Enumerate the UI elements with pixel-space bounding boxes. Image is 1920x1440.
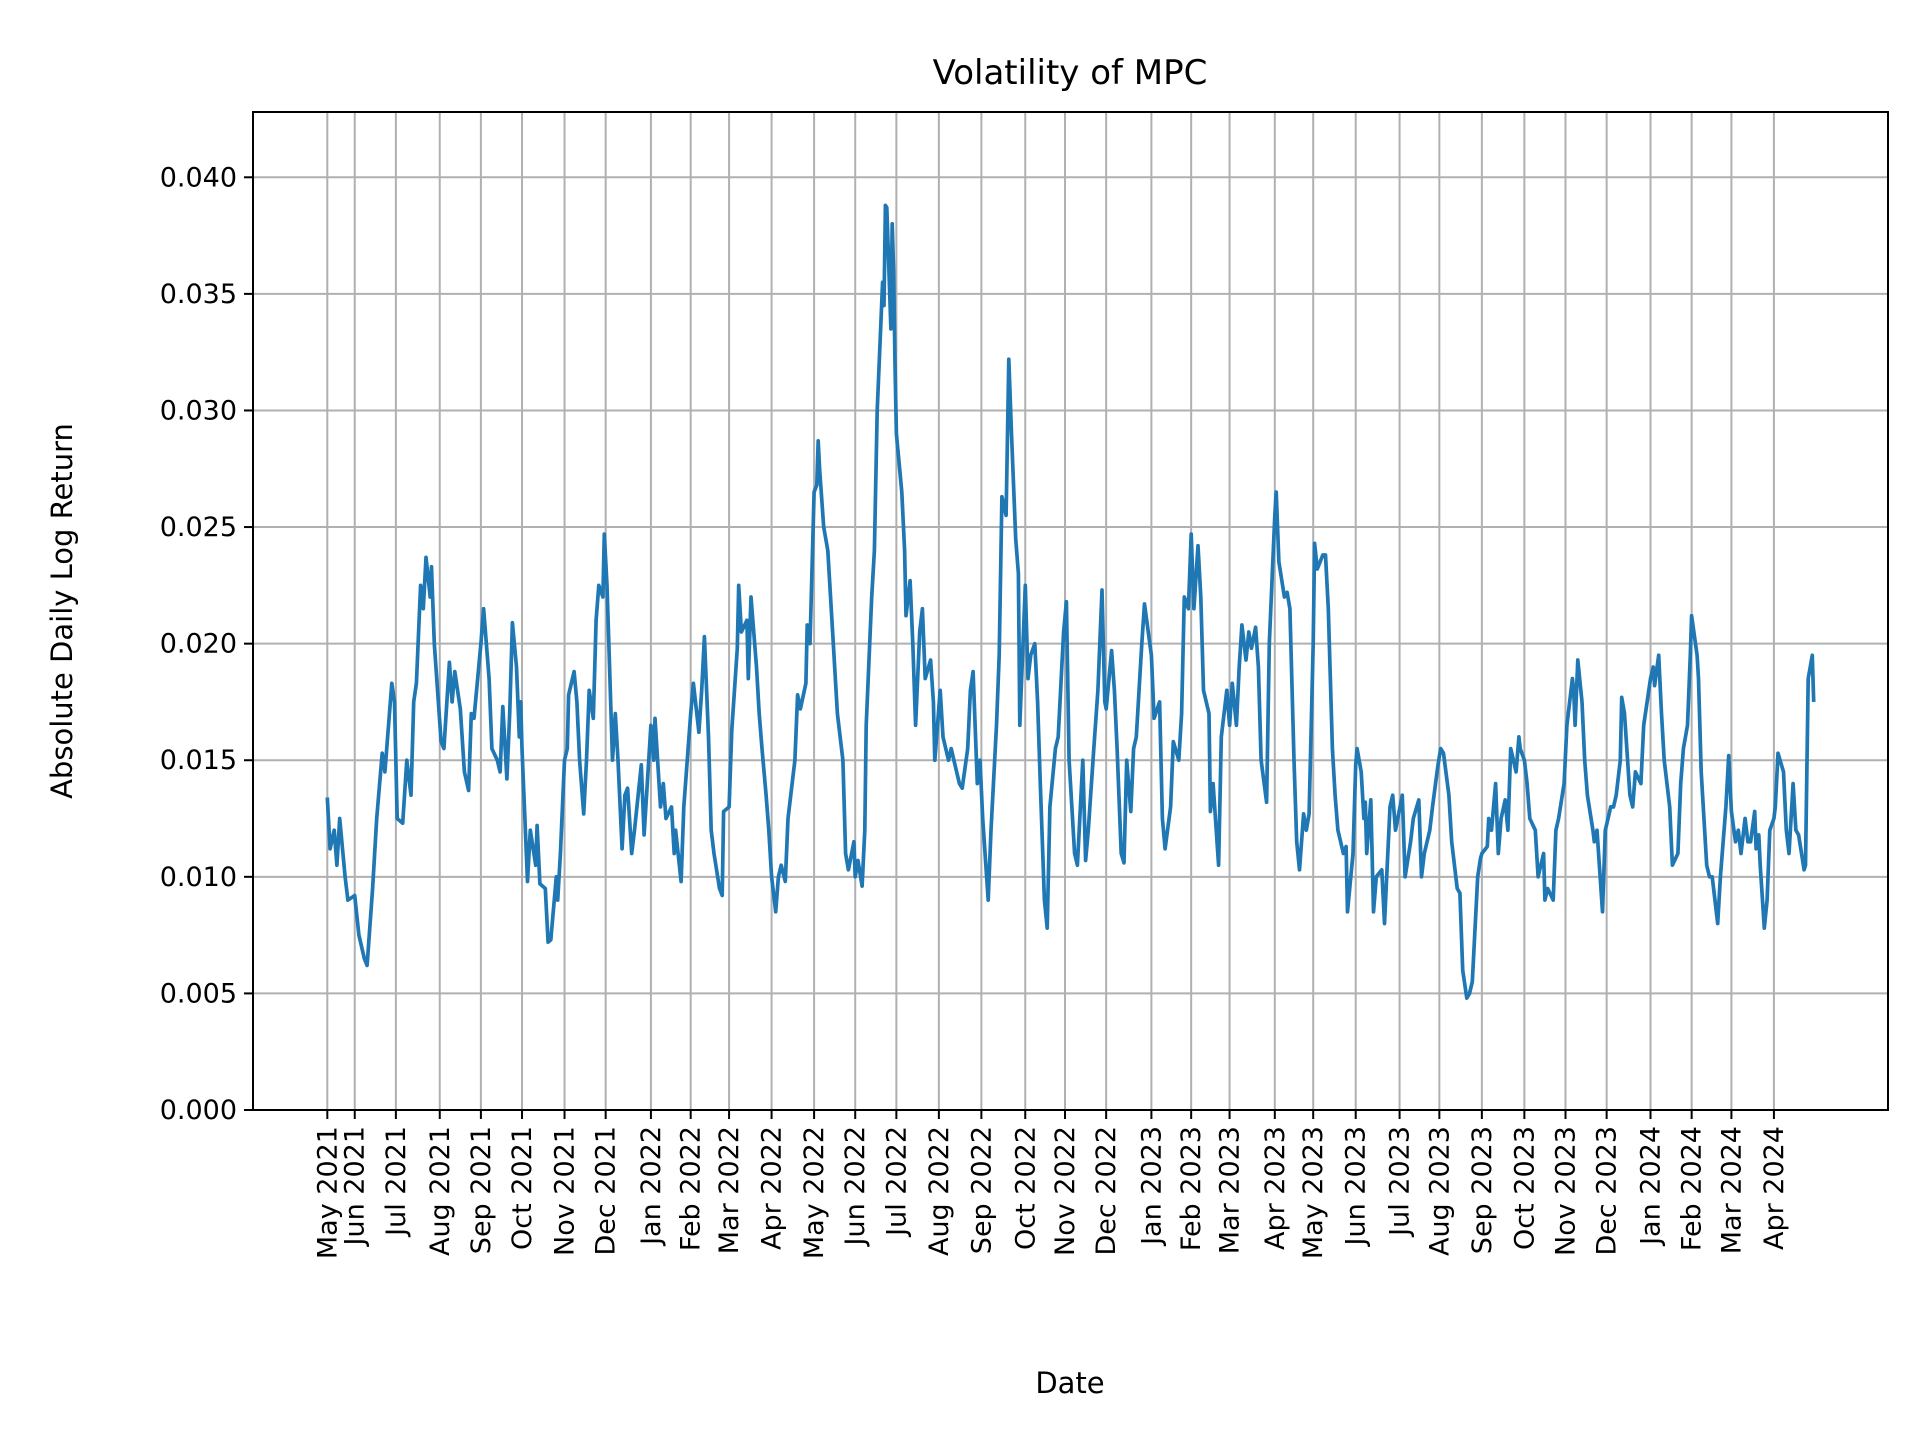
- volatility-line: [325, 203, 1816, 1000]
- x-tick-label: Oct 2023: [1509, 1126, 1540, 1250]
- x-tick-label: Nov 2021: [550, 1126, 581, 1256]
- x-tick-label: Sep 2023: [1467, 1126, 1498, 1254]
- x-tick-label: Mar 2022: [714, 1126, 745, 1254]
- x-tick-label: Jan 2023: [1136, 1126, 1167, 1247]
- x-tick-label: Feb 2024: [1677, 1126, 1708, 1251]
- y-tick-label: 0.010: [160, 862, 237, 893]
- y-axis: 0.000 0.005 0.010 0.015 0.020 0.025 0.030 0.035…: [160, 162, 253, 1126]
- y-tick-label: 0.035: [160, 279, 237, 310]
- y-tick-label: 0.025: [160, 512, 237, 543]
- chart-title: Volatility of MPC: [933, 53, 1208, 93]
- y-tick-label: 0.030: [160, 395, 237, 426]
- x-tick-label: Jan 2022: [636, 1126, 667, 1247]
- x-tick-label: Apr 2022: [757, 1126, 788, 1250]
- x-tick-label: Jun 2022: [840, 1126, 871, 1247]
- x-tick-label: Jul 2021: [381, 1126, 412, 1238]
- y-tick-label: 0.015: [160, 745, 237, 776]
- x-tick-label: Mar 2023: [1215, 1126, 1246, 1254]
- x-tick-label: Jan 2024: [1636, 1126, 1667, 1247]
- x-tick-label: Oct 2022: [1010, 1126, 1041, 1250]
- x-tick-label: Sep 2021: [466, 1126, 497, 1254]
- x-tick-label: Jun 2023: [1341, 1126, 1372, 1247]
- x-tick-label: Aug 2022: [924, 1126, 955, 1256]
- x-tick-label: Aug 2023: [1424, 1126, 1455, 1256]
- y-tick-label: 0.000: [160, 1095, 237, 1126]
- x-tick-label: Feb 2023: [1176, 1126, 1207, 1251]
- x-tick-label: Aug 2021: [425, 1126, 456, 1256]
- x-tick-label: Dec 2023: [1592, 1126, 1623, 1256]
- x-tick-label: Dec 2021: [591, 1126, 622, 1256]
- x-tick-label: May 2022: [799, 1126, 830, 1259]
- x-tick-label: Nov 2022: [1050, 1126, 1081, 1256]
- series-lines: [325, 203, 1816, 1000]
- y-tick-label: 0.040: [160, 162, 237, 193]
- x-axis-label: Date: [1035, 1366, 1104, 1400]
- x-tick-label: Oct 2021: [507, 1126, 538, 1250]
- x-tick-label: Apr 2023: [1260, 1126, 1291, 1250]
- x-tick-label: Sep 2022: [966, 1126, 997, 1254]
- x-tick-label: Apr 2024: [1759, 1126, 1790, 1250]
- y-tick-label: 0.005: [160, 978, 237, 1009]
- x-tick-label: Jun 2021: [340, 1126, 371, 1247]
- x-tick-label: May 2021: [312, 1126, 343, 1259]
- x-tick-label: Mar 2024: [1716, 1126, 1747, 1254]
- x-tick-label: Dec 2022: [1091, 1126, 1122, 1256]
- x-tick-label: Jul 2023: [1385, 1126, 1416, 1238]
- y-axis-label: Absolute Daily Log Return: [45, 423, 79, 799]
- x-tick-label: May 2023: [1298, 1126, 1329, 1259]
- x-tick-label: Jul 2022: [881, 1126, 912, 1238]
- y-tick-label: 0.020: [160, 629, 237, 660]
- grid: [253, 112, 1888, 1111]
- x-tick-label: Nov 2023: [1550, 1126, 1581, 1256]
- plot-frame: [252, 111, 1889, 1111]
- x-tick-label: Feb 2022: [676, 1126, 707, 1251]
